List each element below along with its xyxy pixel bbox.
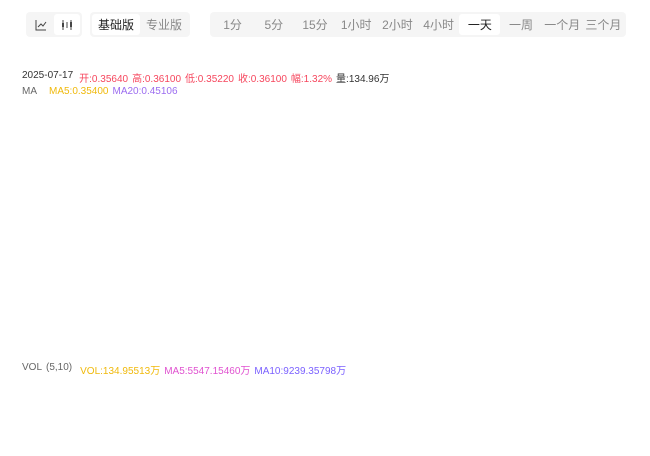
chart-style-switch: 0.963960.751040.538120.325207亿0202506-25… — [26, 12, 82, 37]
legend-entry: VOL:134.95513万 — [80, 366, 161, 377]
legend-entry: MA5:5547.15460万 — [164, 366, 251, 377]
interval-button[interactable]: 1小时 — [340, 18, 372, 32]
info-field: 量:134.96万 — [336, 74, 390, 85]
volume-label: VOL — [22, 362, 43, 373]
interval-button[interactable]: 一周 — [509, 18, 534, 32]
interval-button[interactable]: 一天 — [459, 14, 501, 35]
interval-switch: 1分 5分 15分 1小时 2小时 4小时 一天 一周 一个月 三个月 — [210, 12, 626, 37]
date: 2025-07-17 — [22, 70, 74, 81]
line-icon[interactable]: 0.963960.751040.538120.325207亿0202506-25… — [28, 14, 54, 35]
interval-button[interactable]: 一个月 — [544, 18, 581, 32]
interval-button[interactable]: 2小时 — [382, 18, 413, 32]
interval-button[interactable]: 三个月 — [585, 18, 622, 32]
interval-button[interactable]: 1分 — [223, 18, 242, 32]
info-field: 低:0.35220 — [185, 74, 234, 85]
info-field: 收:0.36100 — [237, 74, 287, 85]
volume-params: (5,10) — [46, 362, 73, 373]
interval-button[interactable]: 15分 — [302, 18, 328, 32]
candle-icon[interactable] — [54, 14, 80, 35]
legend-entry: MA20:0.45106 — [112, 86, 178, 97]
volume-legend: VOL (5,10) VOL:134.95513万 MA5:5547.15460万 MA… — [22, 362, 346, 377]
interval-button[interactable]: 4小时 — [423, 18, 454, 32]
interval-button[interactable]: 5分 — [264, 18, 284, 32]
legend-entry: MA10:9239.35798万 — [254, 366, 347, 377]
version-switch: 基础版 专业版 — [90, 12, 190, 37]
ma-label: MA — [22, 86, 37, 97]
info-field: 高:0.36100 — [132, 74, 182, 85]
ma-legend: MA MA5:0.35400 MA20:0.45106 — [22, 86, 178, 97]
version-button[interactable]: 基础版 — [92, 14, 140, 35]
info-field: 开:0.35640 — [79, 74, 129, 85]
legend-entry: MA5:0.35400 — [49, 86, 109, 97]
info-field: 幅:1.32% — [290, 74, 333, 85]
version-button[interactable]: 专业版 — [145, 18, 182, 32]
info-row: 2025-07-17 开:0.35640 高:0.36100 低:0.35220 收:0… — [22, 70, 389, 85]
